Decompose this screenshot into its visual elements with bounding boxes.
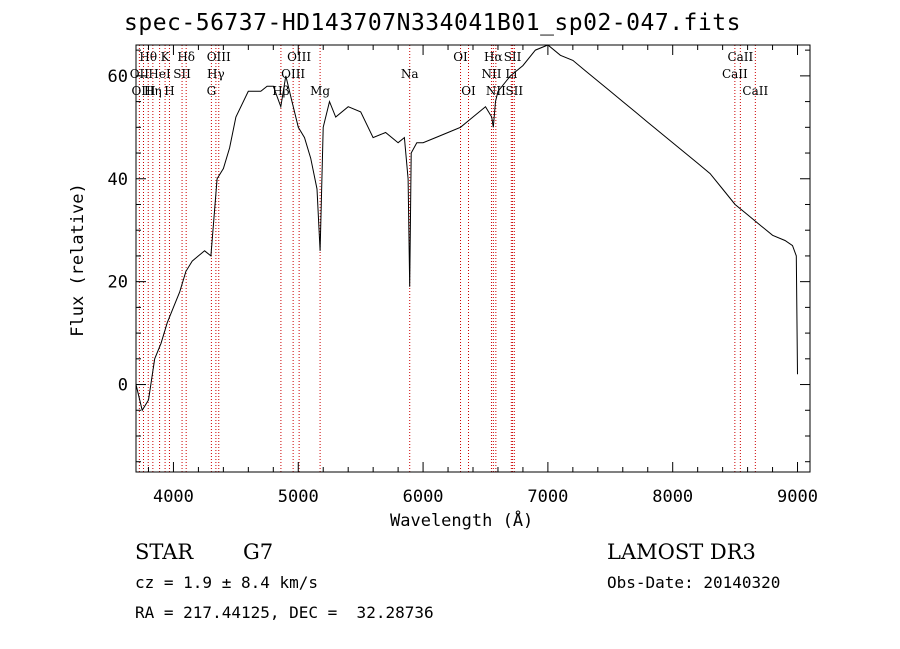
line-label: SII [173,67,191,81]
obs-date-text: Obs-Date: 20140320 [607,573,781,592]
line-labels: Hθ OII OIII K HeI Hη SII H Hδ OIII Hγ G OIII OIII Hβ Mg… [130,50,769,98]
line-label: OIII [131,84,155,98]
survey-name: LAMOST DR3 [607,540,756,564]
axis-ticks: 4000 5000 6000 7000 8000 9000 0 20 40 60 [108,45,818,507]
line-label: Mg [310,84,330,98]
y-tick-label: 0 [118,376,128,396]
line-label: K [161,50,171,64]
line-label: CaII [722,67,748,81]
x-tick-label: 7000 [527,487,568,507]
line-label: OIII [287,50,311,64]
y-tick-label: 60 [108,67,128,87]
line-label: Hγ [207,67,225,81]
line-label: Hβ [272,84,289,98]
x-tick-label: 4000 [153,487,194,507]
x-tick-label: 6000 [403,487,444,507]
line-label: OI [461,84,476,98]
line-label: SII [505,84,523,98]
line-label: NII [486,84,506,98]
line-label: OI [453,50,468,64]
line-label: Na [401,67,419,81]
line-label: HeI [148,67,171,81]
line-label: Li [505,67,517,81]
line-label: G [207,84,217,98]
y-tick-label: 20 [108,273,128,293]
line-label: Hα [484,50,503,64]
line-label: CaII [742,84,768,98]
y-tick-label: 40 [108,170,128,190]
line-label: OIII [281,67,305,81]
plot-frame [135,44,811,473]
coordinates-text: RA = 217.44125, DEC = 32.28736 [135,603,434,622]
object-subclass: G7 [243,540,274,564]
object-class: STAR [135,540,194,564]
line-label: OIII [207,50,231,64]
line-label: NII [481,67,501,81]
line-label: CaII [727,50,753,64]
line-label: Hδ [177,50,195,64]
x-tick-label: 9000 [777,487,818,507]
line-label: H [164,84,174,98]
line-label: Hη [144,84,162,98]
line-label: SII [504,50,522,64]
y-axis-label: Flux (relative) [68,183,88,337]
spectrum-series-line [135,44,798,412]
x-tick-label: 5000 [278,487,319,507]
redshift-text: cz = 1.9 ± 8.4 km/s [135,573,319,592]
x-axis-label: Wavelength (Å) [390,511,534,531]
emission-line-markers [138,45,756,472]
line-label: OII [130,67,150,81]
x-tick-label: 8000 [652,487,693,507]
line-label: Hθ [139,50,157,64]
chart-title: spec-56737-HD143707N334041B01_sp02-047.f… [124,10,741,36]
